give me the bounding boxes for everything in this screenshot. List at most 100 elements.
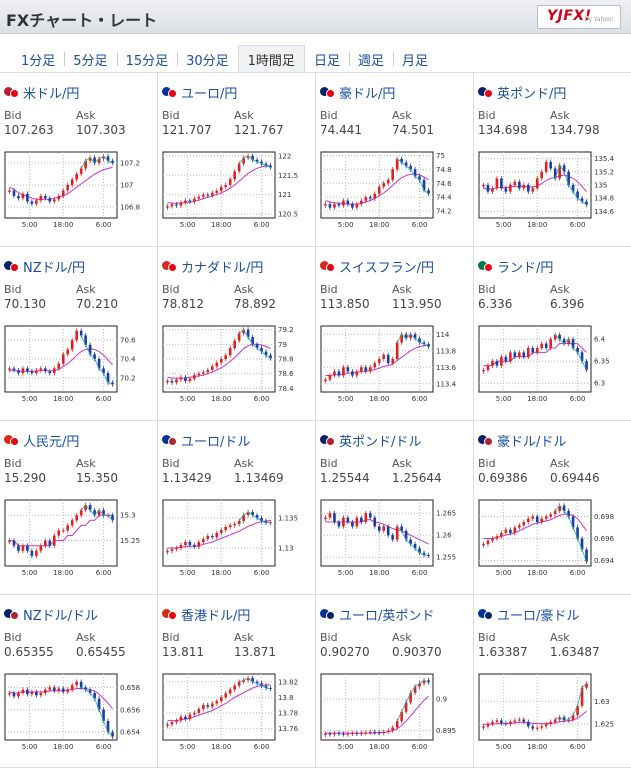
candle-body: [219, 697, 223, 702]
candle-body: [526, 721, 530, 727]
mini-chart[interactable]: 135.4 135.2 135 134.8 134.6 5:00 18:00 6:00: [474, 149, 631, 231]
candle-body: [540, 171, 544, 179]
mini-chart[interactable]: 75 74.8 74.6 74.4 74.2 5:00 18:00 6:00: [316, 149, 474, 231]
candle-body: [540, 726, 544, 728]
candle-body: [558, 717, 561, 720]
mini-chart[interactable]: 122 121.5 121 120.5 5:00 18:00 6:00: [158, 149, 316, 231]
short-ma-line: [80, 504, 113, 521]
mini-chart[interactable]: 0.658 0.656 0.654 5:00 18:00 6:00: [0, 671, 158, 753]
pair-link[interactable]: 英ポンド/円: [478, 83, 566, 102]
candle-body: [571, 339, 575, 348]
candle-body: [206, 370, 210, 373]
pair-link[interactable]: NZドル/ドル: [4, 605, 98, 624]
bid-value: 0.90270: [320, 645, 370, 659]
tab-timeframe-0[interactable]: 1分足: [21, 53, 56, 69]
candle-body: [500, 720, 503, 724]
yjfx-logo[interactable]: YJFX! by Yahoo!: [537, 5, 621, 29]
candle-body: [84, 335, 87, 345]
candle-body: [360, 517, 363, 522]
y-tick-label: 79: [278, 341, 287, 349]
tab-timeframe-4[interactable]: 1時間足: [237, 45, 305, 73]
candle-body: [337, 371, 341, 376]
candle-body: [531, 516, 535, 519]
tab-timeframe-2[interactable]: 15分足: [116, 46, 178, 73]
candle-body: [111, 382, 114, 385]
candle-body: [509, 352, 512, 362]
candle-body: [377, 186, 381, 194]
candle-body: [509, 185, 512, 192]
tab-timeframe-1[interactable]: 5分足: [64, 46, 116, 73]
logo-text: YJFX!: [547, 8, 592, 24]
candle-body: [264, 685, 268, 688]
candle-body: [237, 681, 241, 686]
tab-timeframe-5[interactable]: 日足: [313, 53, 340, 69]
rate-cell: カナダドル/円 Bid Ask 78.812 78.892 79.2 79 78.8 78.6 7…: [158, 247, 316, 421]
candle-body: [544, 724, 548, 727]
pair-name: 人民元/円: [23, 435, 80, 450]
mini-chart[interactable]: 0.9 0.895 5:00 18:00 6:00: [316, 671, 474, 753]
pair-link[interactable]: カナダドル/円: [162, 257, 263, 276]
candle-body: [518, 352, 521, 357]
candle-body: [102, 709, 105, 721]
candle-body: [544, 516, 548, 519]
pair-link[interactable]: ランド/円: [478, 257, 553, 276]
candle-body: [491, 721, 494, 725]
candle-body: [328, 733, 332, 735]
pair-link[interactable]: 豪ドル/円: [320, 83, 395, 102]
mini-chart[interactable]: 107.2 107 106.8 5:00 18:00 6:00: [0, 149, 158, 231]
pair-link[interactable]: 豪ドル/ドル: [478, 431, 566, 450]
mini-chart[interactable]: 15.3 15.25 5:00 18:00 6:00: [0, 497, 158, 579]
mini-chart[interactable]: 0.698 0.696 0.694 5:00 18:00 6:00: [474, 497, 631, 579]
candle-body: [61, 190, 65, 196]
rate-cell: ユーロ/ドル Bid Ask 1.13429 1.13469 1.135 1.13 5:00 1…: [158, 421, 316, 595]
candle-body: [66, 349, 70, 355]
pair-link[interactable]: 人民元/円: [4, 431, 79, 450]
flag-icon: [320, 435, 336, 446]
flag-icon: [320, 261, 336, 272]
mini-chart[interactable]: 1.265 1.26 1.255 5:00 18:00 6:00: [316, 497, 474, 579]
candle-body: [504, 188, 508, 192]
candle-body: [170, 549, 174, 551]
mini-chart[interactable]: 13.82 13.8 13.78 13.76 5:00 18:00 6:00: [158, 671, 316, 753]
candle-body: [382, 183, 386, 187]
candle-body: [224, 355, 228, 359]
bid-label: Bid: [478, 283, 496, 296]
pair-link[interactable]: 英ポンド/ドル: [320, 431, 421, 450]
y-tick-label: 1.255: [436, 554, 456, 562]
pair-link[interactable]: スイスフラン/円: [320, 257, 434, 276]
page-title: FXチャート・レート: [6, 11, 158, 30]
mini-chart[interactable]: 114 113.8 113.6 113.4 5:00 18:00 6:00: [316, 323, 474, 405]
candle-body: [368, 367, 372, 372]
tab-timeframe-7[interactable]: 月足: [392, 46, 437, 73]
candle-body: [175, 379, 178, 383]
y-tick-label: 78.8: [278, 356, 294, 364]
candle-body: [93, 354, 96, 359]
y-tick-label: 107.2: [120, 160, 140, 168]
candle-body: [495, 536, 499, 539]
mini-chart[interactable]: 6.4 6.35 6.3 5:00 18:00 6:00: [474, 323, 631, 405]
candle-body: [260, 348, 263, 352]
mini-chart[interactable]: 1.135 1.13 5:00 18:00 6:00: [158, 497, 316, 579]
pair-link[interactable]: ユーロ/豪ドル: [478, 605, 579, 624]
candle-body: [228, 689, 232, 694]
candle-body: [166, 551, 169, 553]
candle-body: [355, 733, 359, 735]
short-ma-line: [396, 158, 429, 195]
candle-body: [35, 370, 38, 374]
pair-link[interactable]: 米ドル/円: [4, 83, 79, 102]
bid-value: 134.698: [478, 123, 528, 137]
tab-timeframe-3[interactable]: 30分足: [177, 46, 238, 73]
pair-link[interactable]: ユーロ/円: [162, 83, 237, 102]
pair-link[interactable]: ユーロ/ドル: [162, 431, 250, 450]
mini-chart[interactable]: 1.63 1.625 5:00 18:00 6:00: [474, 671, 631, 753]
candle-body: [491, 361, 494, 366]
candle-body: [386, 354, 390, 364]
tab-timeframe-6[interactable]: 週足: [348, 46, 393, 73]
mini-chart[interactable]: 79.2 79 78.8 78.6 78.4 5:00 18:00 6:00: [158, 323, 316, 405]
x-tick-label: 6:00: [254, 221, 270, 229]
pair-link[interactable]: ユーロ/英ポンド: [320, 605, 434, 624]
bid-value: 121.707: [162, 123, 212, 137]
pair-link[interactable]: 香港ドル/円: [162, 605, 250, 624]
mini-chart[interactable]: 70.6 70.4 70.2 5:00 18:00 6:00: [0, 323, 158, 405]
pair-link[interactable]: NZドル/円: [4, 257, 85, 276]
